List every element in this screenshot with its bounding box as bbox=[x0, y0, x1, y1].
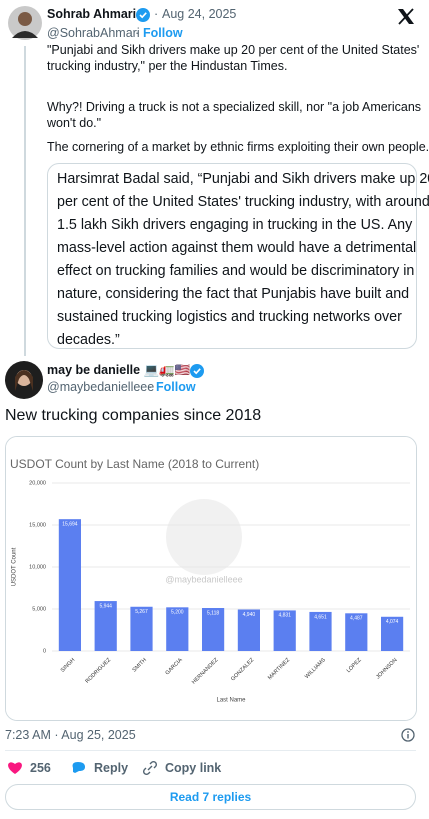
quote-line: nature, considering the fact that Punjab… bbox=[57, 286, 410, 302]
copy-link-button[interactable]: Copy link bbox=[165, 761, 222, 775]
bar bbox=[166, 607, 189, 651]
quote-line: 1.5 lakh Sikh drivers engaging in trucki… bbox=[57, 217, 413, 233]
y-tick-label: 15,000 bbox=[29, 522, 46, 528]
y-tick-label: 10,000 bbox=[29, 564, 46, 570]
y-axis-label: USDOT Count bbox=[12, 547, 18, 586]
media[interactable]: USDOT Count by Last Name (2018 to Curren… bbox=[5, 436, 417, 721]
thread-line bbox=[24, 46, 26, 356]
tweet-text: New trucking companies since 2018 bbox=[5, 407, 262, 424]
separator: · bbox=[148, 380, 153, 394]
bar bbox=[130, 606, 153, 651]
value-label: 5,267 bbox=[135, 609, 148, 615]
x-logo[interactable] bbox=[397, 8, 415, 25]
read-replies-button[interactable]: Read 7 replies bbox=[5, 784, 416, 810]
bar bbox=[345, 613, 368, 651]
follow-link[interactable]: Follow bbox=[156, 380, 196, 394]
tweet-text: "Punjabi and Sikh drivers make up 20 per… bbox=[47, 43, 420, 57]
quote-line: Harsimrat Badal said, “Punjabi and Sikh … bbox=[57, 171, 429, 187]
bar bbox=[309, 611, 332, 651]
reply-button[interactable]: Reply bbox=[94, 761, 129, 775]
tweet-text: Why?! Driving a truck is not a specializ… bbox=[47, 100, 422, 114]
separator: · bbox=[135, 26, 140, 40]
avatar[interactable] bbox=[5, 361, 43, 399]
timestamp[interactable]: 7:23 AM · Aug 25, 2025 bbox=[5, 728, 136, 742]
verified-badge bbox=[136, 8, 150, 22]
y-tick-label: 20,000 bbox=[29, 480, 46, 486]
tweet-text: The cornering of a market by ethnic firm… bbox=[47, 140, 429, 154]
bar bbox=[58, 519, 81, 651]
bar bbox=[273, 610, 296, 651]
value-label: 4,487 bbox=[350, 616, 363, 622]
chart-title: USDOT Count by Last Name (2018 to Curren… bbox=[10, 457, 259, 471]
quote-line: sustained trucking logistics and truckin… bbox=[57, 309, 402, 325]
separator: · bbox=[154, 7, 159, 21]
tweet-text: trucking industry," per the Hindustan Ti… bbox=[47, 59, 288, 73]
quote-line: per cent of the United States' trucking … bbox=[57, 194, 429, 210]
y-tick-label: 5,000 bbox=[32, 606, 46, 612]
divider bbox=[5, 750, 416, 751]
x-axis-label: Last Name bbox=[216, 698, 246, 704]
bar bbox=[381, 616, 404, 651]
verified-badge bbox=[190, 364, 204, 378]
value-label: 4,940 bbox=[243, 612, 256, 618]
value-label: 5,944 bbox=[99, 603, 112, 609]
like-icon[interactable] bbox=[7, 761, 23, 775]
value-label: 5,200 bbox=[171, 610, 184, 616]
follow-link[interactable]: Follow bbox=[143, 26, 183, 40]
link-icon[interactable] bbox=[142, 760, 158, 776]
y-tick-label: 0 bbox=[43, 648, 46, 654]
value-label: 4,831 bbox=[278, 613, 291, 619]
post-date[interactable]: Aug 24, 2025 bbox=[162, 7, 237, 21]
bar bbox=[202, 608, 225, 651]
watermark: @maybedanielleee bbox=[165, 574, 242, 584]
bar bbox=[94, 601, 117, 651]
value-label: 15,694 bbox=[62, 521, 78, 527]
reply-icon[interactable] bbox=[70, 760, 86, 775]
quote-line: mass-level action against them would hav… bbox=[57, 240, 417, 256]
quote-line: effect on trucking families and would be… bbox=[57, 263, 415, 279]
bar bbox=[237, 609, 260, 651]
author-handle[interactable]: @maybedanielleee bbox=[47, 380, 155, 394]
author-name[interactable]: Sohrab Ahmari bbox=[47, 7, 137, 21]
info-icon[interactable] bbox=[401, 728, 415, 742]
value-label: 5,118 bbox=[207, 610, 219, 616]
author-name[interactable]: may be danielle 💻🚛🇺🇸 bbox=[47, 363, 191, 377]
quote-line: decades.” bbox=[57, 332, 120, 348]
value-label: 4,074 bbox=[386, 619, 399, 625]
like-count[interactable]: 256 bbox=[30, 761, 51, 775]
chart: USDOT Count by Last Name (2018 to Curren… bbox=[6, 437, 416, 720]
quote-box bbox=[47, 163, 417, 349]
value-label: 4,651 bbox=[314, 614, 327, 620]
tweet-text: won't do." bbox=[47, 116, 102, 130]
author-handle[interactable]: @SohrabAhmari bbox=[47, 26, 140, 40]
avatar[interactable] bbox=[8, 6, 42, 40]
